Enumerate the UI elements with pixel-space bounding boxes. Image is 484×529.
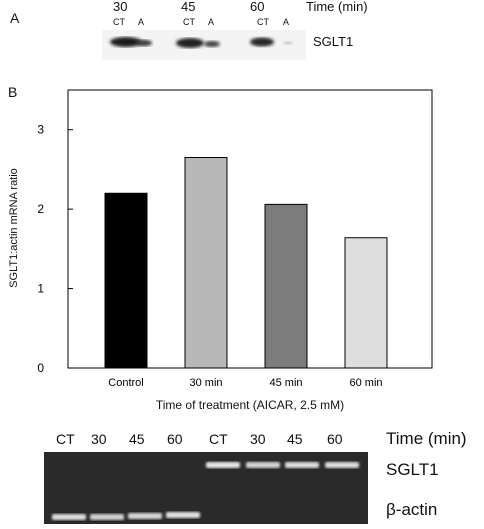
y-tick-label: 0 bbox=[37, 361, 44, 375]
gel-time-header: Time (min) bbox=[386, 429, 467, 448]
panel-a-time-45: 45 bbox=[181, 0, 196, 14]
bar-60-min bbox=[344, 237, 388, 369]
y-tick-label: 1 bbox=[37, 282, 44, 296]
panel-a-lane-ct-45: CT bbox=[183, 17, 195, 27]
gel-actin-label: β-actin bbox=[386, 500, 438, 519]
y-axis-label: SGLT1:actin mRNA ratio bbox=[8, 168, 20, 288]
gel-lane-60-2: 60 bbox=[327, 431, 343, 447]
gel-lane-ct-1: CT bbox=[56, 431, 75, 447]
gel-lane-45-2: 45 bbox=[287, 431, 303, 447]
panel-a-time-30: 30 bbox=[113, 0, 128, 14]
panel-a-lane-a-30: A bbox=[138, 17, 145, 27]
x-tick-label: 30 min bbox=[189, 377, 222, 389]
panel-b-letter: B bbox=[8, 84, 18, 100]
panel-a-lane-ct-30: CT bbox=[113, 17, 125, 27]
panel-a-lane-a-60: A bbox=[283, 17, 290, 27]
y-tick-label: 3 bbox=[37, 123, 44, 137]
bar-control bbox=[104, 192, 148, 369]
western-blot-bands bbox=[110, 37, 293, 48]
panel-a-time-60: 60 bbox=[250, 0, 265, 14]
x-tick-label: Control bbox=[108, 377, 143, 389]
bar-30-min bbox=[184, 157, 228, 369]
western-blot-image bbox=[102, 30, 306, 60]
bar-45-min bbox=[264, 203, 308, 369]
x-tick-label: 60 min bbox=[349, 377, 382, 389]
bar-chart: 0 1 2 3 Control 30 min 45 min 60 min bbox=[37, 89, 433, 389]
gel-lane-30-2: 30 bbox=[250, 431, 266, 447]
gel-lane-30-1: 30 bbox=[91, 431, 107, 447]
gel-lane-ct-2: CT bbox=[209, 431, 228, 447]
panel-a-time-header: Time (min) bbox=[306, 0, 368, 14]
plot-frame bbox=[67, 89, 433, 369]
y-tick-label: 2 bbox=[37, 202, 44, 216]
gel-lane-45-1: 45 bbox=[129, 431, 145, 447]
rt-pcr-gel-image bbox=[44, 452, 368, 524]
x-tick-label: 45 min bbox=[269, 377, 302, 389]
gel-lane-60-1: 60 bbox=[167, 431, 183, 447]
gel-sglt1-label: SGLT1 bbox=[386, 460, 439, 479]
panel-a-letter: A bbox=[10, 10, 20, 26]
panel-a-band-label: SGLT1 bbox=[313, 34, 354, 49]
gel-bands bbox=[44, 452, 368, 524]
panel-a-lane-ct-60: CT bbox=[257, 17, 269, 27]
panel-a-lane-a-45: A bbox=[208, 17, 215, 27]
x-axis-label: Time of treatment (AICAR, 2.5 mM) bbox=[155, 398, 345, 412]
